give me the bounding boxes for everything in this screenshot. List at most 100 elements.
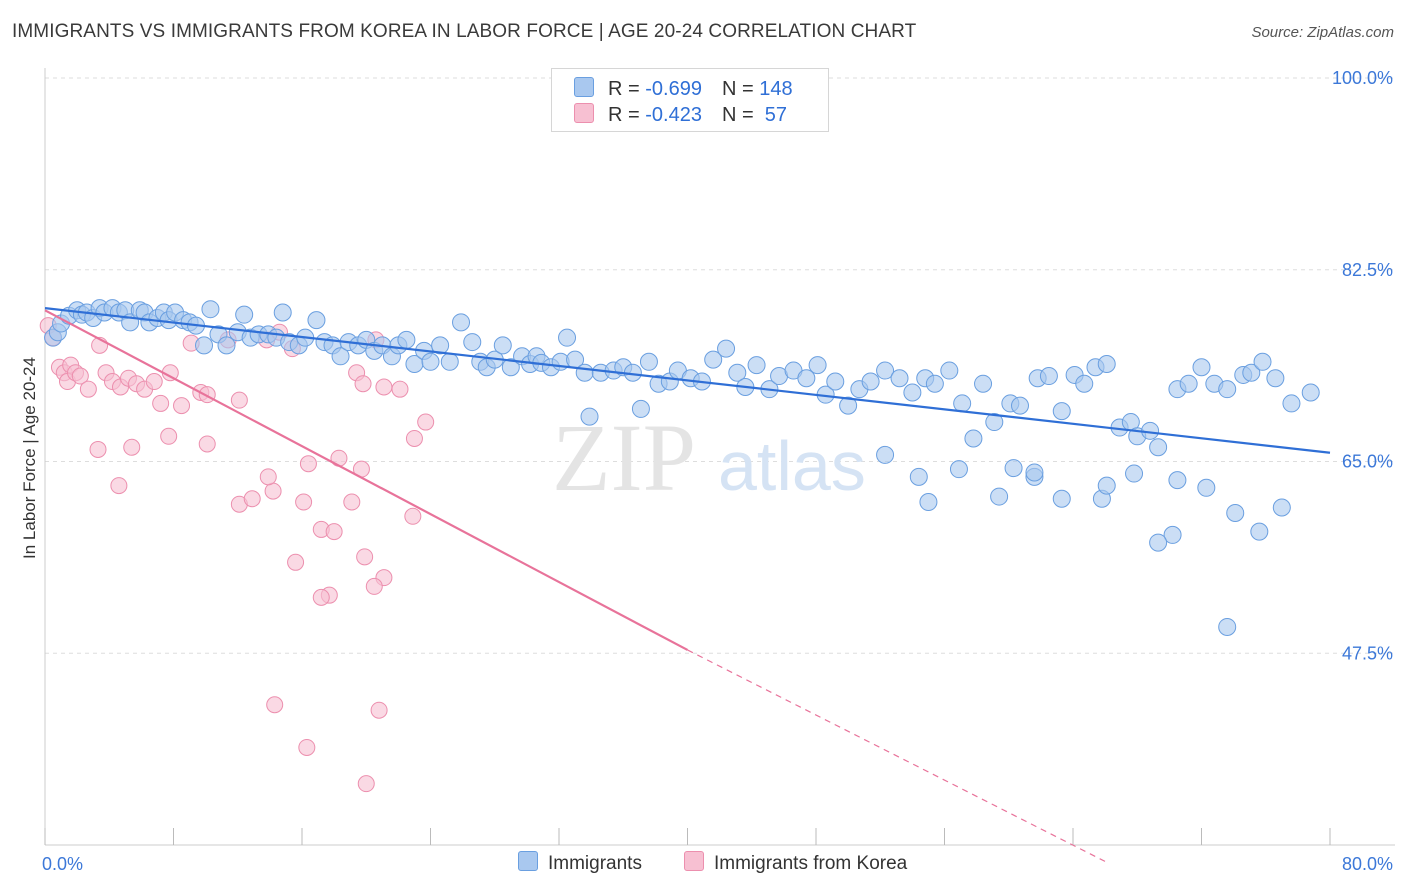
y-tick-label: 82.5% bbox=[1342, 260, 1393, 280]
korea-points bbox=[39, 317, 435, 793]
korea-point bbox=[404, 507, 422, 525]
korea-point bbox=[417, 413, 435, 431]
korea-point bbox=[391, 380, 409, 398]
korea-point bbox=[298, 738, 316, 756]
korea-point bbox=[152, 394, 170, 412]
immigrants-point bbox=[201, 300, 220, 319]
korea-point bbox=[312, 588, 330, 606]
immigrants-point bbox=[639, 352, 658, 371]
immigrants-point bbox=[463, 333, 482, 352]
legend-n-value: 148 bbox=[759, 78, 793, 100]
legend-row-immigrants: R = -0.699 N = 148 bbox=[574, 77, 793, 101]
korea-point bbox=[259, 468, 277, 486]
y-tick-label: 47.5% bbox=[1342, 643, 1393, 663]
legend-swatch-blue bbox=[574, 77, 594, 97]
immigrants-point bbox=[493, 336, 512, 355]
korea-point bbox=[365, 577, 383, 595]
immigrants-point bbox=[501, 358, 520, 377]
immigrants-point bbox=[1004, 459, 1023, 478]
axes bbox=[44, 68, 1395, 846]
korea-trend-line bbox=[44, 309, 689, 651]
immigrants-point bbox=[876, 445, 895, 464]
tick-labels: 47.5% 65.0% 82.5% 100.0% 0.0% 80.0% bbox=[42, 68, 1393, 874]
immigrants-point bbox=[1168, 471, 1187, 490]
immigrants-point bbox=[1272, 498, 1291, 517]
korea-point bbox=[145, 373, 163, 391]
chart-title: IMMIGRANTS VS IMMIGRANTS FROM KOREA IN L… bbox=[12, 21, 917, 42]
legend-row-korea: R = -0.423 N = 57 bbox=[574, 103, 787, 127]
immigrants-point bbox=[1052, 402, 1071, 421]
immigrants-trend-line bbox=[44, 307, 1331, 454]
legend-r-label: R = bbox=[608, 104, 646, 126]
immigrants-point bbox=[974, 374, 993, 393]
y-tick-label: 100.0% bbox=[1332, 68, 1393, 88]
korea-point bbox=[198, 435, 216, 453]
watermark: ZIP atlas bbox=[552, 404, 866, 511]
korea-point bbox=[375, 378, 393, 396]
immigrants-point bbox=[1218, 617, 1237, 636]
korea-point bbox=[325, 523, 343, 541]
korea-point bbox=[160, 427, 178, 445]
immigrants-point bbox=[925, 374, 944, 393]
korea-point bbox=[123, 438, 141, 456]
legend-n-label: N = bbox=[721, 104, 760, 126]
legend-box: R = -0.699 N = 148 R = -0.423 N = 57 bbox=[551, 68, 829, 132]
korea-trend-extension bbox=[687, 649, 1106, 862]
korea-point bbox=[357, 775, 375, 793]
immigrants-point bbox=[421, 352, 440, 371]
immigrants-point bbox=[1250, 522, 1269, 541]
immigrants-point bbox=[1197, 478, 1216, 497]
immigrants-point bbox=[1218, 380, 1237, 399]
watermark-zip: ZIP bbox=[552, 404, 696, 511]
korea-point bbox=[110, 477, 128, 495]
immigrants-point bbox=[1097, 476, 1116, 495]
korea-point bbox=[89, 440, 107, 458]
korea-point bbox=[79, 380, 97, 398]
legend-swatch-pink bbox=[574, 103, 594, 123]
immigrants-point bbox=[940, 361, 959, 380]
immigrants-point bbox=[273, 303, 292, 322]
immigrants-point bbox=[1149, 438, 1168, 457]
korea-point bbox=[356, 548, 374, 566]
korea-point bbox=[243, 490, 261, 508]
korea-point bbox=[230, 391, 248, 409]
immigrants-point bbox=[1025, 463, 1044, 482]
watermark-atlas: atlas bbox=[718, 427, 866, 505]
immigrants-point bbox=[704, 350, 723, 369]
legend-n-label: N = bbox=[721, 78, 760, 100]
immigrants-point bbox=[728, 363, 747, 382]
bottom-legend-immigrants: Immigrants bbox=[518, 851, 642, 875]
y-tick-label: 65.0% bbox=[1342, 452, 1393, 472]
legend-n-value: 57 bbox=[759, 104, 788, 126]
korea-point bbox=[71, 367, 89, 385]
korea-point bbox=[173, 397, 191, 415]
bottom-legend-label-immigrants: Immigrants bbox=[548, 853, 642, 874]
immigrants-point bbox=[631, 399, 650, 418]
immigrants-point bbox=[1301, 383, 1320, 402]
x-tick-label-min: 0.0% bbox=[42, 854, 83, 874]
immigrants-point bbox=[1192, 358, 1211, 377]
immigrants-point bbox=[575, 363, 594, 382]
immigrants-point bbox=[808, 356, 827, 375]
korea-point bbox=[287, 553, 305, 571]
korea-point bbox=[264, 482, 282, 500]
immigrants-point bbox=[890, 369, 909, 388]
trend-lines bbox=[44, 307, 1331, 862]
legend-r-value: -0.699 bbox=[645, 78, 702, 100]
immigrants-point bbox=[797, 369, 816, 388]
immigrants-point bbox=[717, 339, 736, 358]
immigrants-point bbox=[953, 394, 972, 413]
korea-point bbox=[354, 375, 372, 393]
immigrants-point bbox=[440, 352, 459, 371]
immigrants-point bbox=[876, 361, 895, 380]
immigrants-point bbox=[919, 493, 938, 512]
bottom-legend-korea: Immigrants from Korea bbox=[684, 851, 907, 875]
bottom-legend-swatch-blue bbox=[518, 851, 538, 871]
immigrants-point bbox=[307, 311, 326, 330]
immigrants-point bbox=[1253, 352, 1272, 371]
immigrants-point bbox=[1163, 525, 1182, 544]
immigrants-point bbox=[217, 336, 236, 355]
immigrants-point bbox=[1242, 363, 1261, 382]
korea-point bbox=[343, 493, 361, 511]
gridlines bbox=[45, 77, 1395, 654]
